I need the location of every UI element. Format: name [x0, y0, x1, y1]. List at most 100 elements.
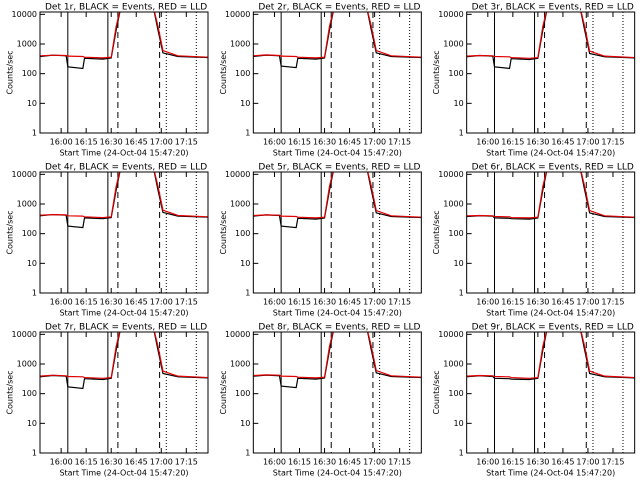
x-axis-title: Start Time (24-Oct-04 15:47:20)	[273, 309, 402, 318]
panel-title: Det 6r, BLACK = Events, RED = LLD	[472, 163, 634, 173]
x-axis-title: Start Time (24-Oct-04 15:47:20)	[486, 309, 615, 318]
x-tick-label: 16:30	[526, 138, 549, 147]
x-tick-label: 16:15	[288, 298, 311, 307]
x-tick-label: 16:00	[50, 458, 73, 467]
x-axis-title: Start Time (24-Oct-04 15:47:20)	[273, 149, 402, 158]
y-tick-label: 100	[235, 229, 250, 238]
y-tick-label: 1	[32, 289, 37, 298]
panel: 1 10 100 1000 10000 16:00 16:15 16:30 16:45 17:00…	[219, 323, 422, 478]
x-tick-label: 16:15	[75, 138, 98, 147]
y-tick-label: 10000	[438, 330, 463, 339]
x-tick-label: 16:30	[526, 458, 549, 467]
y-tick-label: 1	[32, 129, 37, 138]
series-line	[253, 172, 422, 219]
y-tick-label: 10	[27, 419, 37, 428]
y-tick-label: 1	[459, 449, 464, 458]
y-tick-label: 100	[448, 229, 463, 238]
x-tick-label: 16:45	[551, 138, 574, 147]
series-line	[40, 172, 208, 219]
x-tick-label: 16:45	[338, 138, 361, 147]
series-line	[466, 172, 635, 219]
x-tick-label: 16:45	[125, 298, 148, 307]
y-tick-label: 10000	[225, 10, 250, 19]
y-tick-label: 10	[27, 99, 37, 108]
x-axis-title: Start Time (24-Oct-04 15:47:20)	[486, 149, 615, 158]
y-tick-label: 1000	[443, 200, 463, 209]
x-tick-label: 16:30	[526, 298, 549, 307]
y-tick-label: 1	[459, 289, 464, 298]
x-tick-label: 16:15	[501, 298, 524, 307]
panel-title: Det 5r, BLACK = Events, RED = LLD	[258, 163, 420, 173]
x-tick-label: 16:15	[501, 458, 524, 467]
x-tick-label: 16:30	[313, 138, 336, 147]
panel-title: Det 9r, BLACK = Events, RED = LLD	[472, 323, 634, 333]
plot-frame	[466, 11, 636, 134]
x-tick-label: 16:00	[476, 138, 499, 147]
y-tick-label: 10000	[225, 170, 250, 179]
x-tick-label: 16:30	[100, 298, 123, 307]
plot-frame	[466, 171, 636, 294]
panel: 1 10 100 1000 10000 16:00 16:15 16:30 16:45 17:00…	[6, 3, 209, 158]
y-tick-label: 10	[453, 99, 463, 108]
x-tick-label: 16:15	[75, 458, 98, 467]
x-tick-label: 16:00	[476, 298, 499, 307]
x-tick-label: 16:15	[501, 138, 524, 147]
series-line	[40, 332, 208, 379]
plot-frame	[39, 331, 209, 454]
x-axis-title: Start Time (24-Oct-04 15:47:20)	[59, 309, 188, 318]
x-tick-label: 17:15	[175, 298, 198, 307]
y-tick-label: 100	[22, 389, 37, 398]
x-tick-label: 17:15	[175, 458, 198, 467]
x-tick-label: 16:15	[75, 298, 98, 307]
y-tick-label: 1	[245, 289, 250, 298]
x-tick-label: 16:45	[338, 458, 361, 467]
x-tick-label: 17:00	[576, 138, 599, 147]
x-tick-label: 16:45	[338, 298, 361, 307]
x-tick-label: 17:00	[363, 138, 386, 147]
plot-frame	[466, 331, 636, 454]
x-axis-title: Start Time (24-Oct-04 15:47:20)	[486, 469, 615, 478]
y-tick-label: 1000	[443, 40, 463, 49]
y-tick-label: 10	[27, 259, 37, 268]
y-tick-label: 1000	[17, 360, 37, 369]
panel: 1 10 100 1000 10000 16:00 16:15 16:30 16:45 17:00…	[6, 323, 209, 478]
y-tick-label: 1000	[17, 40, 37, 49]
panel-title: Det 2r, BLACK = Events, RED = LLD	[258, 3, 420, 13]
x-tick-label: 17:15	[388, 458, 411, 467]
y-tick-label: 10000	[12, 330, 37, 339]
y-axis-title: Counts/sec	[432, 50, 441, 94]
plot-frame	[252, 331, 422, 454]
y-tick-label: 1000	[17, 200, 37, 209]
series-line	[253, 12, 422, 59]
x-tick-label: 17:15	[388, 138, 411, 147]
y-axis-title: Counts/sec	[219, 210, 228, 254]
y-tick-label: 10	[453, 419, 463, 428]
x-tick-label: 17:15	[601, 298, 624, 307]
x-axis-title: Start Time (24-Oct-04 15:47:20)	[273, 469, 402, 478]
x-tick-label: 16:00	[476, 458, 499, 467]
y-axis-title: Counts/sec	[6, 370, 15, 414]
y-tick-label: 1	[245, 449, 250, 458]
x-tick-label: 17:00	[363, 458, 386, 467]
y-tick-label: 10000	[438, 170, 463, 179]
y-tick-label: 100	[22, 229, 37, 238]
x-tick-label: 16:45	[551, 458, 574, 467]
x-tick-label: 17:15	[175, 138, 198, 147]
y-tick-label: 10	[240, 259, 250, 268]
panel-title: Det 3r, BLACK = Events, RED = LLD	[472, 3, 634, 13]
x-axis-title: Start Time (24-Oct-04 15:47:20)	[59, 469, 188, 478]
panel: 1 10 100 1000 10000 16:00 16:15 16:30 16:45 17:00…	[219, 3, 422, 158]
x-tick-label: 16:30	[100, 138, 123, 147]
x-tick-label: 17:00	[150, 298, 173, 307]
y-tick-label: 100	[235, 389, 250, 398]
plot-frame	[39, 171, 209, 294]
y-tick-label: 1	[245, 129, 250, 138]
y-tick-label: 1	[32, 449, 37, 458]
y-tick-label: 10	[453, 259, 463, 268]
x-tick-label: 16:00	[263, 138, 286, 147]
panel-title: Det 4r, BLACK = Events, RED = LLD	[45, 163, 207, 173]
x-tick-label: 17:00	[576, 298, 599, 307]
